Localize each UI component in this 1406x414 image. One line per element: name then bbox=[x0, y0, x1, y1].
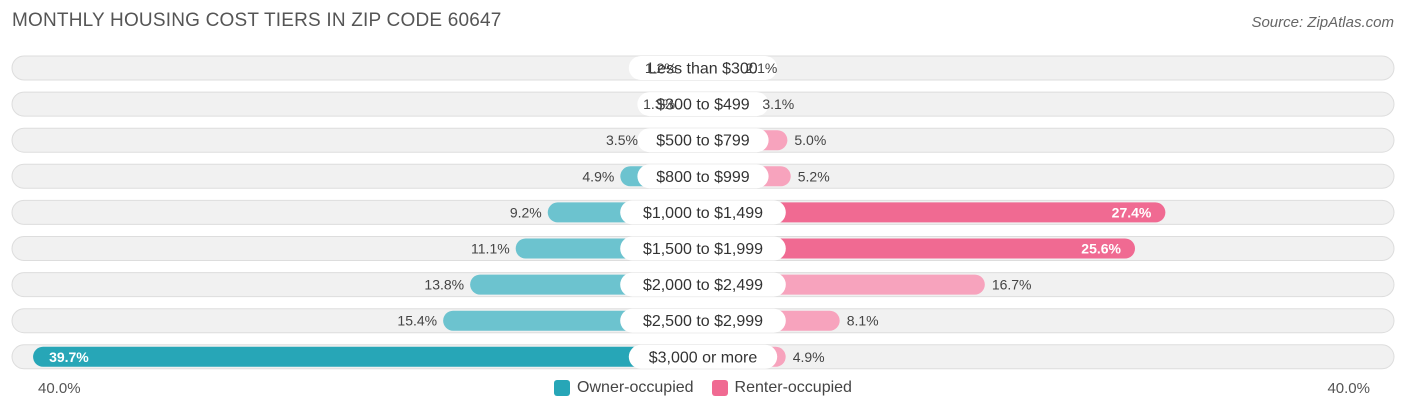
legend-swatch-owner bbox=[554, 380, 571, 396]
legend-label-renter: Renter-occupied bbox=[734, 379, 852, 396]
legend-label-owner: Owner-occupied bbox=[577, 379, 694, 396]
chart-source: Source: ZipAtlas.com bbox=[1251, 14, 1394, 31]
renter-value-label: 16.7% bbox=[992, 277, 1032, 293]
renter-value-label: 27.4% bbox=[1112, 204, 1152, 220]
category-label-pill bbox=[637, 164, 769, 189]
category-label: $1,000 to $1,499 bbox=[643, 205, 763, 222]
renter-value-label: 8.1% bbox=[847, 313, 879, 329]
owner-bar bbox=[33, 346, 703, 367]
renter-value-label: 2.1% bbox=[745, 60, 777, 76]
owner-value-label: 13.8% bbox=[424, 277, 464, 293]
renter-value-label: 3.1% bbox=[762, 96, 794, 112]
owner-value-label: 15.4% bbox=[397, 313, 437, 329]
renter-value-label: 5.0% bbox=[794, 132, 826, 148]
category-label: $300 to $499 bbox=[656, 97, 750, 114]
legend-swatch-renter bbox=[711, 380, 728, 396]
category-label: $2,500 to $2,999 bbox=[643, 313, 763, 330]
category-label: Less than $300 bbox=[648, 61, 758, 78]
owner-value-label: 4.9% bbox=[582, 168, 614, 184]
category-label-pill bbox=[637, 92, 769, 117]
renter-bar bbox=[703, 238, 1135, 259]
owner-value-label: 39.7% bbox=[49, 349, 89, 365]
category-label: $800 to $999 bbox=[656, 169, 750, 186]
legend: Owner-occupied Renter-occupied bbox=[0, 379, 1406, 397]
renter-bar bbox=[703, 202, 1166, 223]
chart-title: MONTHLY HOUSING COST TIERS IN ZIP CODE 6… bbox=[12, 10, 502, 31]
owner-value-label: 9.2% bbox=[510, 204, 542, 220]
owner-value-label: 11.1% bbox=[471, 241, 510, 257]
renter-value-label: 5.2% bbox=[798, 168, 830, 184]
category-label-pill bbox=[620, 272, 786, 297]
owner-value-label: 1.2% bbox=[645, 60, 677, 76]
category-label-pill bbox=[628, 56, 778, 80]
category-label-pill bbox=[637, 128, 769, 153]
category-label-pill bbox=[620, 308, 786, 333]
owner-value-label: 3.5% bbox=[606, 132, 638, 148]
renter-value-label: 4.9% bbox=[793, 349, 825, 365]
legend-item-renter: Renter-occupied bbox=[711, 379, 852, 397]
category-label: $500 to $799 bbox=[656, 133, 750, 150]
category-label-pill bbox=[620, 236, 786, 261]
category-label: $3,000 or more bbox=[649, 349, 758, 366]
category-label-pill bbox=[620, 200, 786, 225]
category-label: $2,000 to $2,499 bbox=[643, 277, 763, 294]
category-label: $1,500 to $1,999 bbox=[643, 241, 763, 258]
legend-item-owner: Owner-occupied bbox=[554, 379, 694, 397]
axis-left-label: 40.0% bbox=[38, 380, 81, 397]
axis-right-label: 40.0% bbox=[1327, 380, 1370, 397]
renter-value-label: 25.6% bbox=[1081, 241, 1121, 257]
owner-value-label: 1.3% bbox=[643, 96, 675, 112]
category-label-pill bbox=[628, 344, 778, 369]
